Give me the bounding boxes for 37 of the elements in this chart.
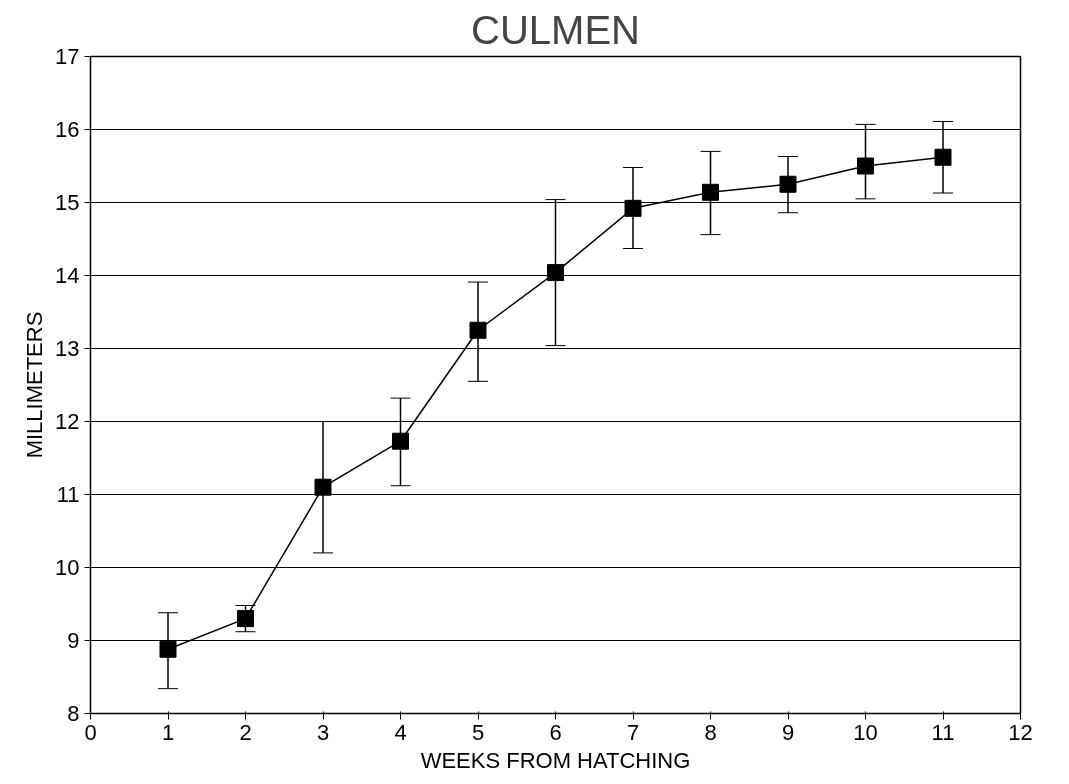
y-tick-label: 12: [55, 409, 80, 434]
x-tick-label: 10: [853, 719, 878, 745]
x-tick-label: 11: [931, 719, 955, 745]
point: [159, 640, 177, 658]
y-tick-label: 9: [67, 628, 80, 653]
point: [392, 432, 409, 450]
y-tick-label: 13: [55, 336, 80, 361]
x-tick-label: 7: [626, 719, 640, 745]
x-tick-label: 2: [239, 719, 252, 745]
x-tick-label: 9: [781, 719, 795, 745]
x-tick-label: 5: [471, 719, 485, 745]
point: [702, 183, 719, 201]
x-axis-title: WEEKS FROM HATCHING: [420, 747, 691, 773]
y-tick-label: 10: [55, 555, 80, 580]
point: [237, 610, 254, 628]
point: [469, 321, 487, 339]
x-tick-label: 8: [704, 719, 717, 745]
point: [314, 478, 332, 496]
point: [624, 199, 642, 217]
y-tick-label: 17: [55, 44, 80, 69]
y-tick-label: 14: [55, 263, 80, 288]
point: [857, 157, 874, 175]
chart-title: CULMEN: [471, 7, 640, 52]
y-axis-title: MILLIMETERS: [22, 311, 48, 459]
y-tick-label: 15: [55, 190, 80, 215]
x-tick-label: 12: [1008, 719, 1033, 745]
x-tick-label: 6: [549, 719, 562, 745]
point: [934, 148, 952, 166]
y-tick-label: 16: [55, 117, 80, 142]
x-tick-label: 3: [316, 719, 330, 745]
point: [779, 175, 797, 193]
y-tick-label: 11: [56, 482, 80, 507]
x-tick-label: 0: [84, 719, 97, 745]
x-tick-label: 1: [161, 719, 175, 745]
x-tick-label: 4: [394, 719, 407, 745]
y-tick-label: 8: [67, 701, 80, 726]
point: [547, 264, 564, 282]
